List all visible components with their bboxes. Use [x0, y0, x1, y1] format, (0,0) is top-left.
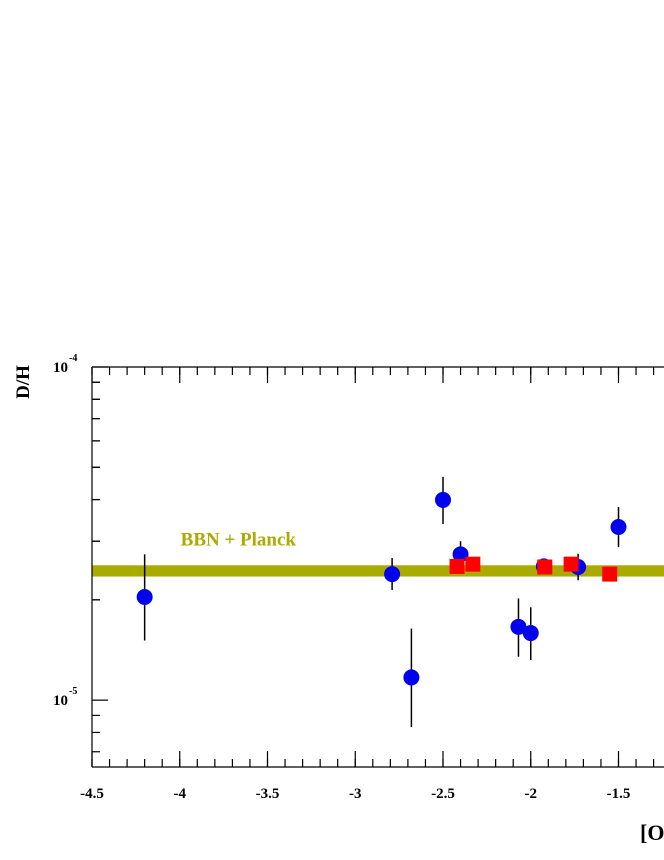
- band: [92, 565, 664, 577]
- point: [449, 558, 465, 574]
- point: [602, 566, 618, 582]
- point: [452, 546, 469, 563]
- y-tick-base: 10: [53, 360, 68, 376]
- point: [522, 625, 539, 642]
- y-tick-exponent: -4: [69, 353, 77, 364]
- point: [435, 491, 451, 508]
- band-label: BBN + Planck: [181, 529, 297, 550]
- x-tick-label: -4.5: [80, 786, 104, 802]
- y-tick-exponent: -5: [69, 686, 77, 697]
- x-axis-title: [O: [640, 820, 664, 845]
- point: [610, 518, 627, 535]
- y-tick-label: 10: [53, 360, 68, 376]
- x-tick-label: -3: [349, 786, 362, 802]
- y-tick-base: 10: [53, 693, 68, 709]
- y-tick-label: 10: [53, 693, 68, 709]
- x-tick-label: -2.5: [431, 786, 455, 802]
- x-tick-label: -3.5: [256, 786, 280, 802]
- point: [465, 556, 481, 572]
- point: [537, 559, 553, 575]
- point: [563, 556, 579, 572]
- point: [403, 669, 420, 686]
- point: [136, 588, 153, 605]
- x-tick-label: -2: [525, 786, 538, 802]
- y-axis-title: D/H: [13, 365, 34, 399]
- point: [384, 566, 401, 583]
- x-tick-label: -1.5: [607, 786, 631, 802]
- x-tick-label: -4: [174, 786, 187, 802]
- point: [510, 618, 527, 635]
